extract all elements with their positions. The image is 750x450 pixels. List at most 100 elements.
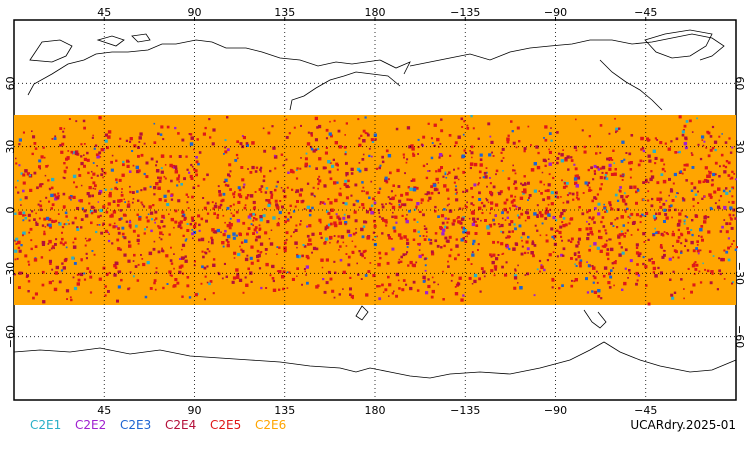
occultation-point <box>576 176 581 180</box>
occultation-point <box>317 187 319 190</box>
occultation-point <box>451 222 454 225</box>
occultation-point <box>110 188 113 191</box>
occultation-point <box>343 145 347 149</box>
occultation-point <box>83 143 86 145</box>
occultation-point <box>178 181 180 183</box>
occultation-point <box>693 262 696 265</box>
occultation-point <box>523 147 527 150</box>
occultation-point <box>427 122 430 125</box>
occultation-point <box>194 169 198 173</box>
occultation-point <box>489 177 491 179</box>
occultation-point <box>344 179 348 183</box>
occultation-point <box>206 281 209 284</box>
occultation-point <box>605 252 610 256</box>
occultation-point <box>419 210 422 213</box>
occultation-point <box>39 183 42 186</box>
occultation-point <box>318 179 322 183</box>
occultation-point <box>120 217 123 220</box>
occultation-point <box>570 237 574 241</box>
occultation-point <box>327 198 330 201</box>
occultation-point <box>14 273 16 276</box>
occultation-point <box>533 162 537 166</box>
occultation-point <box>686 227 689 230</box>
occultation-point <box>718 135 721 138</box>
occultation-point <box>360 134 363 137</box>
lon-tick-label-top: −90 <box>544 6 567 19</box>
occultation-point <box>185 155 188 158</box>
occultation-point <box>338 217 342 221</box>
occultation-point <box>198 229 201 232</box>
occultation-point <box>406 241 410 245</box>
occultation-point <box>500 230 502 233</box>
occultation-point <box>47 179 50 182</box>
occultation-point <box>358 137 361 140</box>
occultation-point <box>699 281 703 284</box>
occultation-point <box>610 207 614 211</box>
occultation-point <box>593 276 597 280</box>
occultation-point <box>79 199 83 203</box>
occultation-point <box>179 226 183 230</box>
occultation-point <box>41 283 45 287</box>
occultation-point <box>514 172 517 175</box>
occultation-point <box>393 290 395 293</box>
occultation-point <box>168 270 172 274</box>
occultation-point <box>263 208 266 210</box>
occultation-point <box>564 223 568 227</box>
occultation-point <box>183 218 186 221</box>
occultation-point <box>388 202 391 205</box>
occultation-point <box>61 226 64 228</box>
occultation-point <box>381 283 384 287</box>
occultation-point <box>385 203 387 205</box>
occultation-point <box>397 233 402 237</box>
lat-tick-label-left: 30 <box>4 140 17 154</box>
occultation-point <box>276 180 279 184</box>
occultation-point <box>649 177 653 182</box>
occultation-point <box>186 276 190 279</box>
occultation-point <box>487 231 491 235</box>
occultation-point <box>433 281 435 284</box>
occultation-point <box>610 247 614 252</box>
occultation-point <box>647 238 650 241</box>
occultation-point <box>647 181 650 184</box>
occultation-point <box>303 208 306 210</box>
occultation-point <box>272 146 276 150</box>
occultation-point <box>730 245 732 248</box>
occultation-point <box>703 195 706 198</box>
occultation-point <box>22 211 26 215</box>
occultation-point <box>558 287 561 290</box>
occultation-point <box>609 203 612 207</box>
occultation-point <box>267 203 271 207</box>
occultation-point <box>210 241 214 245</box>
occultation-point <box>160 154 165 158</box>
occultation-point <box>90 170 93 173</box>
occultation-point <box>338 221 342 225</box>
occultation-point <box>573 177 578 181</box>
occultation-point <box>345 185 348 188</box>
occultation-point <box>252 206 256 210</box>
occultation-point <box>114 186 118 190</box>
occultation-point <box>252 212 255 216</box>
occultation-point <box>462 294 465 297</box>
occultation-point <box>457 253 460 257</box>
occultation-point <box>405 192 409 196</box>
occultation-point <box>115 181 118 184</box>
occultation-point <box>314 148 318 152</box>
occultation-point <box>159 133 163 136</box>
occultation-point <box>161 214 165 219</box>
occultation-point <box>169 259 173 262</box>
occultation-point <box>593 221 596 224</box>
occultation-point <box>289 204 292 207</box>
occultation-point <box>484 219 487 222</box>
occultation-point <box>310 132 313 135</box>
occultation-point <box>536 215 539 218</box>
occultation-point <box>568 222 571 225</box>
occultation-point <box>94 188 97 190</box>
occultation-point <box>552 162 555 164</box>
occultation-point <box>447 265 450 268</box>
occultation-point <box>599 236 603 240</box>
occultation-point <box>189 133 193 136</box>
occultation-point <box>566 181 569 185</box>
lat-tick-label-right: −30 <box>733 262 746 285</box>
occultation-point <box>615 127 618 131</box>
product-label: UCARdry.2025-01 <box>630 418 736 432</box>
